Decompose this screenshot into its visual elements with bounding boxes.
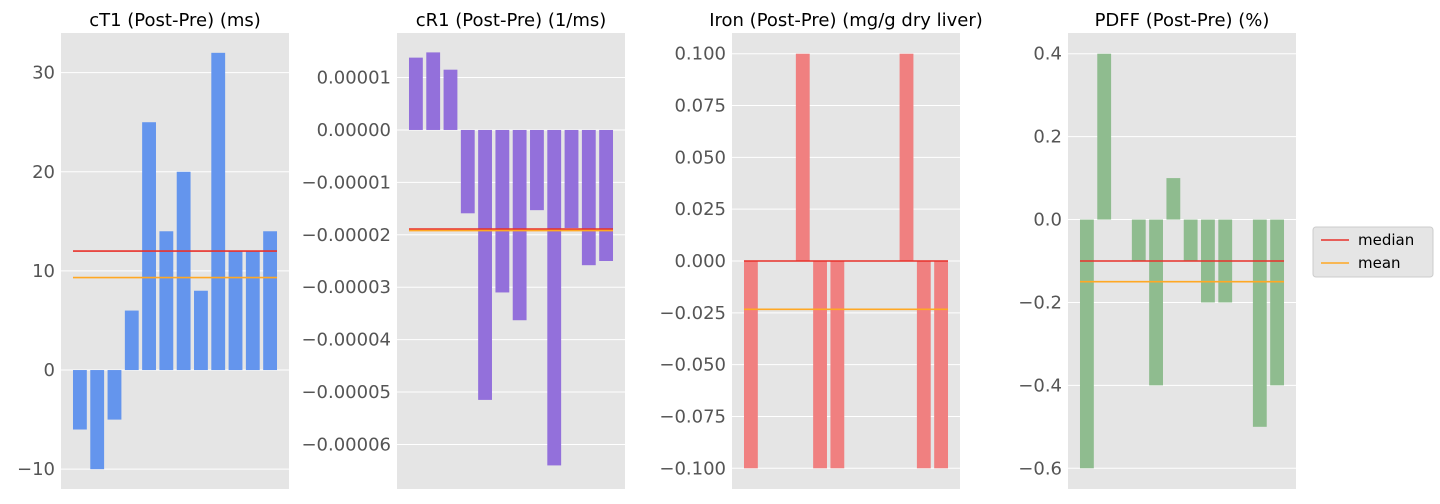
y-tick-label: −0.00005 <box>301 382 391 403</box>
bar <box>899 53 914 262</box>
y-tick-label: 20 <box>32 162 55 183</box>
bar <box>581 129 596 266</box>
bar <box>1079 219 1094 469</box>
y-tick-label: 0 <box>44 360 55 381</box>
y-tick-label: −0.4 <box>1018 375 1062 396</box>
bar <box>176 171 191 371</box>
bar <box>743 261 758 469</box>
bar <box>159 231 174 371</box>
bar <box>495 129 510 293</box>
bar <box>1131 219 1146 261</box>
bar <box>194 290 208 371</box>
bar <box>1183 219 1198 261</box>
bar <box>460 129 475 214</box>
bar <box>426 52 441 130</box>
bar <box>813 261 827 469</box>
y-tick-label: −0.00003 <box>301 277 391 298</box>
y-tick-label: −0.050 <box>659 355 726 376</box>
bar <box>934 261 949 469</box>
y-tick-label: −0.00001 <box>301 172 391 193</box>
y-tick-label: −0.00004 <box>301 330 391 351</box>
panel-4: −0.6 −0.4 −0.2 0.0 0.2 0.4 PDFF (Post-Pre) (%) <box>1018 10 1296 489</box>
bar <box>142 122 156 371</box>
bar <box>530 129 544 211</box>
bar <box>228 251 243 371</box>
y-tick-label: 0.0 <box>1033 210 1062 231</box>
y-tick-label: 30 <box>32 63 55 84</box>
bar <box>443 69 458 130</box>
y-tick-label: 0.025 <box>674 199 726 220</box>
y-tick-label: 0.100 <box>674 44 726 65</box>
panel-3: −0.100 −0.075 −0.050 −0.025 0.000 0.025 0.050 0… <box>659 10 983 489</box>
chart-title: cT1 (Post-Pre) (ms) <box>89 10 261 31</box>
chart-title: Iron (Post-Pre) (mg/g dry liver) <box>709 10 983 31</box>
bar <box>1270 219 1285 386</box>
y-tick-label: −0.075 <box>659 406 726 427</box>
y-tick-label: −0.00006 <box>301 434 391 455</box>
bar <box>107 370 122 420</box>
y-tick-label: 10 <box>32 261 55 282</box>
y-tick-label: −0.2 <box>1018 292 1062 313</box>
y-tick-label: −10 <box>17 459 55 480</box>
panel-1: −10 0 10 20 30 cT1 (Post-Pre) (ms) <box>17 10 289 489</box>
bar <box>72 370 87 430</box>
bar <box>1166 178 1181 220</box>
panel-2: −0.00006 −0.00005 −0.00004 −0.00003 −0.00002… <box>301 10 625 489</box>
bar <box>916 261 931 469</box>
y-tick-label: −0.6 <box>1018 458 1062 479</box>
y-tick-label: −0.00002 <box>301 225 391 246</box>
bar <box>90 370 105 470</box>
y-tick-label: −0.100 <box>659 458 726 479</box>
y-tick-label: 0.2 <box>1033 127 1062 148</box>
bar <box>263 231 278 371</box>
y-tick-label: 0.4 <box>1033 44 1062 65</box>
y-tick-label: 0.00000 <box>317 120 391 141</box>
bar <box>795 53 810 262</box>
y-tick-label: 0.050 <box>674 147 726 168</box>
bar <box>830 261 845 469</box>
bar <box>478 129 492 400</box>
bar <box>599 129 614 261</box>
legend-mean-label: mean <box>1358 254 1401 272</box>
bar <box>245 251 260 371</box>
bar <box>512 129 527 321</box>
bar <box>1252 219 1267 427</box>
y-tick-label: 0.075 <box>674 96 726 117</box>
bar <box>1097 53 1112 220</box>
bar <box>547 129 562 466</box>
y-tick-label: −0.025 <box>659 303 726 324</box>
bar <box>124 310 139 371</box>
bar <box>211 52 226 371</box>
bar <box>408 57 423 130</box>
bar <box>564 129 579 228</box>
chart-title: cR1 (Post-Pre) (1/ms) <box>416 10 607 31</box>
bar <box>1149 219 1163 386</box>
y-tick-label: 0.000 <box>674 251 726 272</box>
y-tick-label: 0.00001 <box>317 68 391 89</box>
chart-title: PDFF (Post-Pre) (%) <box>1095 10 1270 31</box>
legend-median-label: median <box>1358 231 1414 249</box>
legend: median mean <box>1312 226 1434 278</box>
